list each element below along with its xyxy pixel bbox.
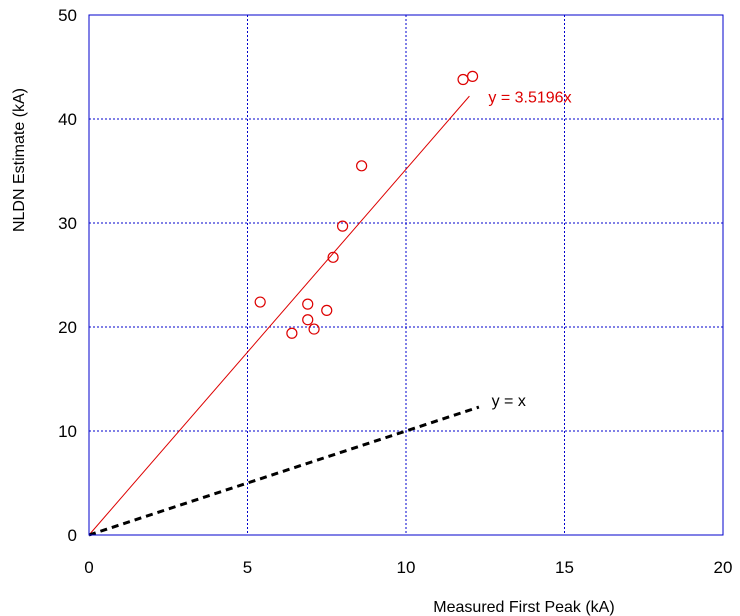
data-point (356, 160, 368, 172)
data-point (321, 304, 333, 316)
x-tick-label: 0 (84, 558, 93, 577)
y-tick-label: 20 (58, 318, 77, 337)
y-tick-label: 0 (68, 526, 77, 545)
y-axis-label: NLDN Estimate (kA) (11, 88, 28, 232)
data-point (457, 73, 469, 86)
x-axis-label: Measured First Peak (kA) (433, 599, 614, 616)
identity-equation-label: y = x (492, 393, 526, 410)
annotations: y = 3.5196x y = x (488, 89, 571, 410)
grid (89, 15, 723, 535)
x-tick-label: 15 (555, 558, 574, 577)
data-series (88, 70, 480, 537)
y-tick-label: 50 (58, 6, 77, 25)
data-point (302, 314, 314, 326)
plot-frame (88, 14, 724, 536)
tick-labels: 0 5 10 15 20 0 10 20 30 40 50 (58, 6, 732, 577)
identity-line (88, 405, 480, 537)
y-tick-label: 10 (58, 422, 77, 441)
data-point (254, 296, 266, 308)
y-tick-label: 30 (58, 214, 77, 233)
fit-line (88, 95, 470, 536)
x-tick-label: 20 (714, 558, 733, 577)
data-point (308, 323, 320, 335)
data-point (337, 220, 349, 232)
x-tick-label: 10 (397, 558, 416, 577)
data-point (466, 70, 479, 82)
fit-equation-label: y = 3.5196x (488, 89, 571, 106)
data-point (286, 327, 298, 339)
data-point (302, 298, 314, 310)
x-tick-label: 5 (243, 558, 252, 577)
y-tick-label: 40 (58, 110, 77, 129)
data-point (327, 251, 339, 263)
